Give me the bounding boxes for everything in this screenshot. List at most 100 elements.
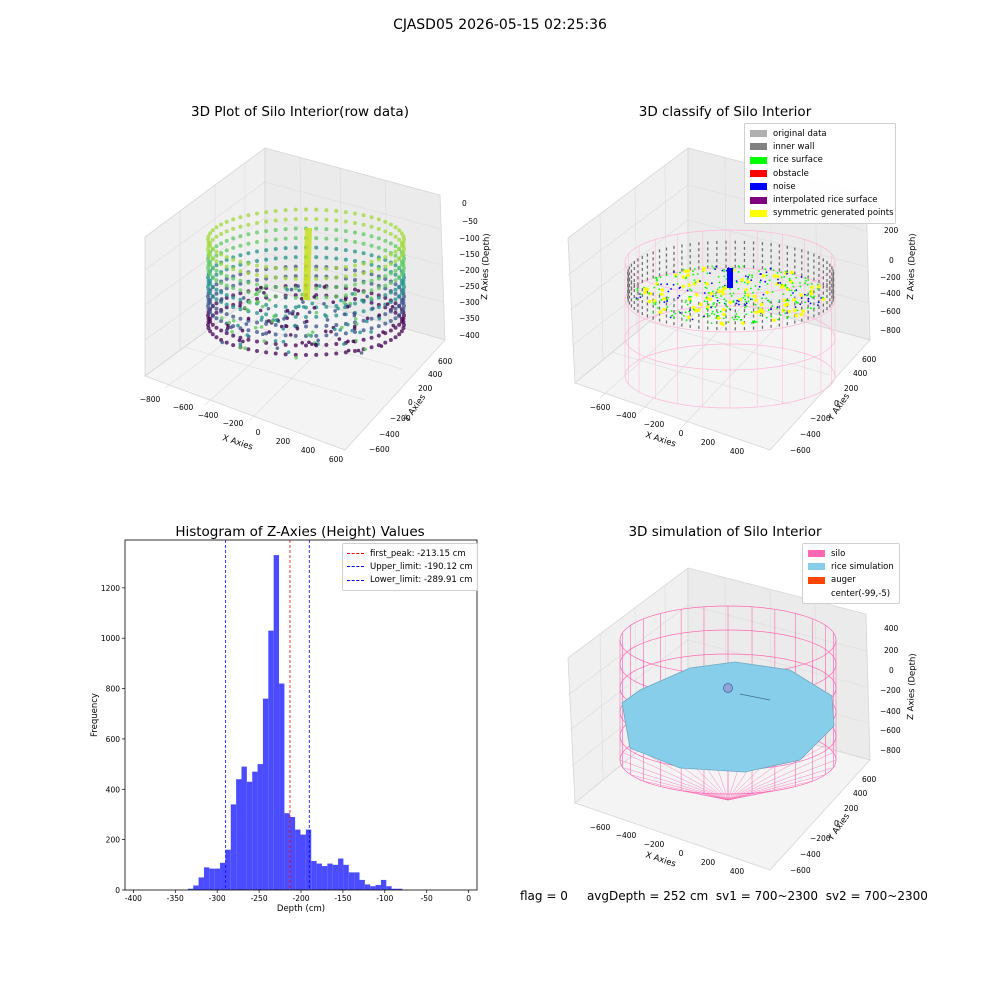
point	[714, 306, 717, 308]
point	[267, 298, 272, 302]
point	[246, 261, 251, 266]
point	[376, 286, 381, 291]
point	[210, 284, 215, 289]
plot1-xtick: −800	[140, 395, 161, 404]
point	[402, 247, 406, 251]
point	[369, 330, 373, 334]
point	[376, 267, 381, 272]
point	[633, 283, 635, 287]
point	[698, 301, 700, 305]
point	[646, 253, 649, 257]
point	[670, 310, 673, 312]
point	[393, 282, 398, 287]
point	[393, 310, 398, 315]
point	[665, 271, 668, 275]
point	[744, 275, 747, 278]
point	[777, 318, 780, 321]
point	[641, 306, 643, 310]
plot4-ztick: 0	[889, 666, 894, 675]
point	[273, 342, 278, 347]
point	[639, 293, 642, 295]
point	[231, 276, 236, 281]
point	[727, 321, 730, 324]
point	[770, 300, 772, 304]
point	[285, 316, 290, 320]
point	[324, 342, 329, 347]
point	[317, 284, 322, 288]
plot1-xtick: −600	[173, 403, 194, 412]
histogram-bar	[375, 884, 381, 890]
legend-swatch	[750, 130, 767, 138]
histogram-bar	[268, 630, 274, 890]
point	[219, 297, 224, 301]
point	[778, 268, 781, 272]
point	[698, 266, 700, 270]
point	[369, 272, 374, 277]
point	[231, 333, 236, 338]
point	[224, 283, 229, 288]
plot2-legend: original data inner wall rice surface ob…	[744, 123, 896, 225]
point	[369, 281, 374, 286]
point	[743, 327, 746, 331]
point	[210, 246, 215, 251]
point	[826, 278, 828, 282]
point	[704, 286, 707, 289]
point	[778, 250, 781, 254]
point	[343, 264, 348, 269]
histogram-bar	[327, 863, 333, 890]
histogram-ytick-label: 1000	[101, 634, 120, 643]
histogram-bar	[300, 834, 306, 890]
point	[654, 301, 657, 304]
point	[295, 326, 300, 331]
histogram-ylabel: Frequency	[90, 693, 100, 737]
point	[703, 292, 706, 294]
point	[255, 221, 259, 226]
point	[761, 242, 764, 246]
point	[770, 324, 772, 328]
point	[293, 333, 298, 338]
point	[805, 279, 807, 282]
point	[826, 283, 828, 287]
point	[641, 300, 643, 304]
point	[771, 305, 774, 307]
point	[785, 270, 787, 273]
point	[289, 287, 294, 292]
point	[214, 301, 219, 306]
point	[684, 301, 687, 304]
point	[293, 276, 298, 281]
point	[397, 265, 402, 270]
point	[801, 318, 803, 322]
plot1-xlabel: X Axies	[221, 433, 254, 452]
histogram-ytick-label: 400	[106, 785, 121, 794]
plot1-ylabel: Y Axies	[402, 392, 429, 424]
point	[304, 207, 308, 212]
point	[210, 313, 215, 318]
point	[716, 252, 718, 256]
point	[799, 281, 801, 284]
point	[206, 247, 210, 251]
histogram-ytick-label: 0	[115, 886, 120, 895]
point	[393, 291, 398, 296]
point	[681, 284, 685, 289]
point	[627, 275, 629, 279]
point	[646, 277, 649, 281]
point	[689, 306, 691, 310]
histogram-bar	[332, 864, 339, 890]
point	[401, 316, 406, 321]
point	[391, 323, 396, 328]
plot4-ztick: 400	[884, 624, 899, 633]
legend-line	[347, 566, 364, 568]
point	[238, 342, 243, 347]
point	[331, 300, 336, 304]
plot2-ytick: 400	[853, 369, 868, 378]
silo-wire	[727, 745, 826, 801]
legend-swatch	[808, 550, 825, 558]
point	[329, 329, 333, 334]
point	[722, 285, 724, 288]
silo-wire	[622, 752, 729, 801]
point	[361, 261, 366, 266]
histogram-xtick-label: -350	[167, 894, 184, 903]
point	[752, 326, 755, 330]
point	[334, 218, 339, 223]
legend-item-center: center(-99,-5)	[831, 588, 891, 599]
